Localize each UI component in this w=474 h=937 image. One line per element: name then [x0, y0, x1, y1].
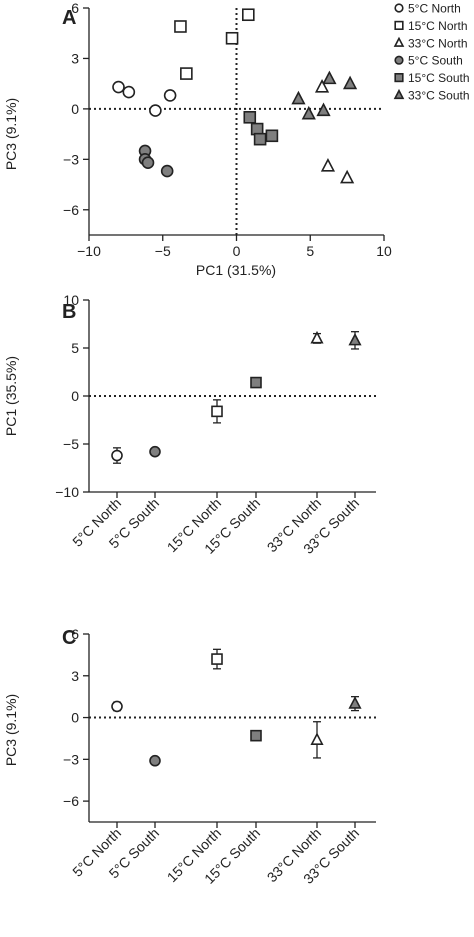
- panel-a-points: [112, 8, 358, 184]
- point-15c-north: [174, 20, 187, 33]
- point-15c-north: [225, 31, 239, 45]
- legend-marker-33c-south: [393, 88, 405, 100]
- legend-label-15c-south: 15°C South: [408, 71, 470, 85]
- panel-a-y-tick-label: −3: [63, 151, 79, 167]
- panel-a-axes: 6 3 0 −3 −6 −10 −5 0 5 10: [63, 0, 392, 259]
- point-5c-south: [141, 156, 155, 169]
- point-33c-south: [301, 105, 316, 120]
- panel-c-point-5c-north: [111, 700, 123, 713]
- panel-b-points: [111, 330, 362, 464]
- legend-marker-33c-north: [393, 36, 405, 47]
- legend-marker-5c-north: [394, 3, 404, 13]
- point-33c-north: [320, 158, 336, 172]
- panel-a-y-tick-label: −6: [63, 202, 79, 218]
- panel-b-y-tick-label: 10: [63, 292, 79, 308]
- point-5c-north: [149, 104, 162, 117]
- panel-b-point-33c-north: [310, 330, 324, 344]
- panel-a-x-tick-label: 10: [376, 243, 392, 259]
- point-15c-south: [243, 110, 257, 124]
- legend-marker-5c-south: [394, 55, 404, 65]
- panel-c-point-15c-north: [211, 653, 223, 665]
- panel-b-y-tick-label: 0: [71, 388, 79, 404]
- panel-c-ylabel: PC3 (9.1%): [3, 694, 19, 766]
- panel-b-point-15c-south: [250, 376, 262, 389]
- panel-b-ylabel: PC1 (35.5%): [3, 356, 19, 436]
- panel-c-y-tick-label: 3: [71, 668, 79, 684]
- point-33c-south: [342, 75, 358, 90]
- point-33c-south: [322, 70, 337, 85]
- point-15c-north: [242, 8, 255, 22]
- panel-b-y-tick-label: 5: [71, 340, 79, 356]
- panel-c-point-33c-south: [348, 696, 362, 709]
- point-5c-north: [112, 80, 125, 94]
- panel-a-scatter: A PC1 (31.5%) PC3 (9.1%) 6 3 0 −3 −6 −10 −5 0 5 1…: [3, 0, 470, 278]
- panel-a-xlabel: PC1 (31.5%): [196, 262, 276, 278]
- legend-label-5c-south: 5°C South: [408, 54, 463, 68]
- panel-a-x-tick-label: 0: [233, 243, 241, 259]
- panel-a-legend: 5°C North 15°C North 33°C North 5°C South 15…: [393, 2, 470, 103]
- panel-a-y-tick-label: 3: [71, 50, 79, 66]
- legend-label-15c-north: 15°C North: [408, 19, 468, 33]
- point-15c-south: [265, 129, 279, 143]
- panel-a-y-tick-label: 6: [71, 0, 79, 16]
- legend-marker-15c-south: [394, 73, 404, 83]
- panel-c-point-15c-south: [250, 729, 262, 742]
- panel-a-y-tick-label: 0: [71, 101, 79, 117]
- point-5c-north: [163, 89, 177, 102]
- panel-b-point-5c-north: [111, 449, 123, 462]
- panel-a-x-tick-label: −10: [77, 243, 101, 259]
- panel-c-y-tick-label: 0: [71, 710, 79, 726]
- legend-label-33c-south: 33°C South: [408, 89, 470, 103]
- panel-a-label: A: [62, 7, 76, 29]
- panel-b-y-tick-label: −10: [55, 484, 79, 500]
- point-5c-north: [122, 85, 136, 99]
- point-33c-north: [314, 78, 330, 93]
- panel-c-y-tick-label: 6: [71, 626, 79, 642]
- panel-c-label: C: [62, 627, 76, 649]
- point-5c-south: [160, 164, 174, 178]
- panel-a-x-tick-label: −5: [155, 243, 171, 259]
- point-33c-south: [291, 90, 306, 105]
- panel-a-ylabel: PC3 (9.1%): [3, 98, 19, 170]
- panel-c-point-5c-south: [149, 754, 161, 767]
- point-33c-north: [340, 169, 355, 184]
- panel-b-point-33c-south: [348, 332, 362, 346]
- panel-b-point-5c-south: [149, 445, 161, 458]
- panel-c-point-33c-north: [310, 732, 324, 745]
- legend-marker-15c-north: [394, 20, 404, 31]
- panel-c-y-tick-label: −3: [63, 751, 79, 767]
- legend-label-33c-north: 33°C North: [408, 36, 468, 50]
- panel-b-point-15c-north: [211, 405, 223, 418]
- point-15c-south: [253, 132, 267, 146]
- point-15c-north: [180, 67, 193, 80]
- panel-c-y-tick-label: −6: [63, 793, 79, 809]
- legend-label-5c-north: 5°C North: [408, 2, 461, 16]
- panel-a-x-tick-label: 5: [306, 243, 314, 259]
- panel-c-points: [111, 648, 362, 767]
- point-33c-south: [316, 102, 331, 117]
- panel-b-label: B: [62, 301, 76, 323]
- panel-b-y-tick-label: −5: [63, 436, 79, 452]
